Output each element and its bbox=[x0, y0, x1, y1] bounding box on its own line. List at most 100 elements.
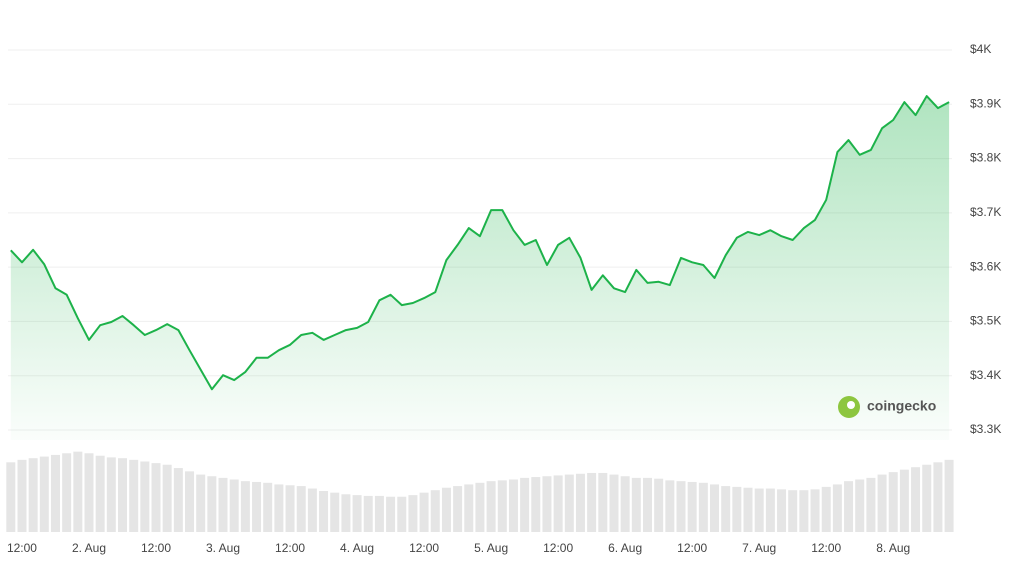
volume-bar bbox=[587, 472, 597, 532]
volume-bar bbox=[844, 481, 854, 532]
volume-bar bbox=[397, 496, 407, 532]
volume-bar bbox=[430, 490, 440, 532]
volume-bar bbox=[732, 486, 742, 532]
volume-bar bbox=[352, 495, 362, 532]
x-tick-label: 12:00 bbox=[677, 541, 707, 555]
volume-bar bbox=[263, 482, 273, 532]
volume-bar bbox=[274, 484, 284, 532]
volume-bar bbox=[453, 486, 463, 532]
volume-bar bbox=[497, 480, 507, 532]
volume-bar bbox=[285, 485, 295, 532]
volume-bar bbox=[196, 474, 206, 532]
y-tick-label: $3.5K bbox=[970, 314, 1001, 328]
volume-bar bbox=[575, 473, 585, 532]
volume-bar bbox=[475, 482, 485, 532]
volume-bar bbox=[810, 489, 820, 532]
volume-bar bbox=[508, 479, 518, 532]
volume-bar bbox=[698, 482, 708, 532]
volume-bar bbox=[855, 479, 865, 532]
price-line bbox=[10, 95, 950, 391]
volume-bar bbox=[933, 462, 943, 532]
volume-bar bbox=[6, 462, 16, 532]
y-tick-label: $3.8K bbox=[970, 151, 1001, 165]
x-tick-label: 2. Aug bbox=[72, 541, 106, 555]
volume-bar bbox=[118, 458, 127, 532]
y-tick-label: $3.4K bbox=[970, 368, 1001, 382]
volume-bar bbox=[721, 486, 731, 532]
price-area bbox=[10, 96, 950, 440]
volume-bar bbox=[207, 476, 217, 532]
x-tick-label: 7. Aug bbox=[742, 541, 776, 555]
volume-bar bbox=[62, 453, 72, 532]
x-tick-label: 12:00 bbox=[275, 541, 305, 555]
y-tick-label: $3.3K bbox=[970, 422, 1001, 436]
volume-bar bbox=[319, 491, 329, 532]
volume-bar bbox=[609, 474, 619, 532]
volume-bar bbox=[84, 453, 94, 532]
volume-bar bbox=[754, 488, 764, 532]
volume-bar bbox=[687, 481, 697, 532]
volume-bar bbox=[922, 464, 932, 532]
volume-bar bbox=[832, 484, 842, 532]
x-tick-label: 3. Aug bbox=[206, 541, 240, 555]
volume-bar bbox=[642, 477, 652, 532]
x-tick-label: 12:00 bbox=[811, 541, 841, 555]
volume-bar bbox=[229, 479, 239, 532]
volume-bar bbox=[162, 464, 172, 532]
volume-bar bbox=[866, 477, 876, 532]
volume-bar bbox=[531, 477, 541, 532]
volume-bar bbox=[743, 487, 753, 532]
volume-bar bbox=[252, 481, 262, 532]
volume-bar bbox=[307, 488, 317, 532]
volume-bar bbox=[553, 475, 563, 532]
volume-bar bbox=[296, 486, 306, 532]
x-tick-label: 12:00 bbox=[409, 541, 439, 555]
y-tick-label: $3.9K bbox=[970, 96, 1001, 110]
volume-bar bbox=[765, 488, 775, 532]
x-tick-label: 5. Aug bbox=[474, 541, 508, 555]
volume-bar bbox=[486, 481, 496, 532]
x-tick-label: 12:00 bbox=[543, 541, 573, 555]
volume-bar bbox=[799, 490, 809, 532]
volume-bar bbox=[173, 468, 183, 532]
x-tick-label: 4. Aug bbox=[340, 541, 374, 555]
volume-bar bbox=[17, 459, 27, 532]
x-tick-label: 6. Aug bbox=[608, 541, 642, 555]
volume-bar bbox=[520, 477, 530, 532]
volume-bar bbox=[620, 476, 630, 532]
volume-bar bbox=[598, 472, 608, 532]
volume-bar bbox=[441, 487, 451, 532]
volume-bar bbox=[877, 474, 887, 532]
x-tick-label: 12:00 bbox=[141, 541, 171, 555]
watermark-text: coingecko bbox=[867, 398, 936, 414]
volume-bar bbox=[788, 490, 798, 532]
volume-bar bbox=[151, 463, 161, 532]
volume-bar bbox=[419, 492, 429, 532]
volume-bar bbox=[899, 469, 909, 532]
volume-bar bbox=[777, 489, 787, 532]
volume-bar bbox=[888, 472, 898, 532]
volume-bar bbox=[821, 486, 831, 532]
volume-bar bbox=[408, 495, 418, 532]
volume-bar bbox=[944, 459, 954, 532]
volume-bar bbox=[95, 455, 105, 532]
volume-bar bbox=[39, 456, 49, 532]
volume-bar bbox=[140, 461, 150, 532]
volume-bar bbox=[564, 474, 574, 532]
volume-bar bbox=[73, 451, 83, 532]
volume-bar bbox=[330, 492, 340, 532]
y-tick-label: $3.7K bbox=[970, 205, 1001, 219]
volume-bar bbox=[341, 494, 351, 532]
volume-bar bbox=[676, 481, 686, 532]
volume-bar bbox=[654, 478, 664, 532]
volume-bar bbox=[386, 496, 396, 532]
volume-bar bbox=[710, 484, 720, 532]
volume-bar bbox=[50, 454, 60, 532]
volume-bar bbox=[363, 495, 373, 532]
volume-bar bbox=[218, 477, 228, 532]
volume-bar bbox=[911, 467, 921, 532]
x-tick-label: 8. Aug bbox=[876, 541, 910, 555]
volume-bar bbox=[542, 476, 552, 532]
